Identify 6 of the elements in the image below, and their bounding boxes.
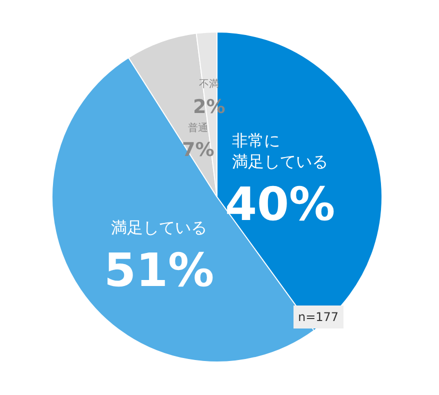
text: n=177 xyxy=(298,310,339,324)
slice-label: 満足している xyxy=(111,218,207,237)
slice-label: 普通 xyxy=(188,122,208,134)
slice-label: 非常に満足している xyxy=(232,131,328,171)
data-label: 51% xyxy=(104,243,214,297)
data-label: 40% xyxy=(225,177,336,231)
